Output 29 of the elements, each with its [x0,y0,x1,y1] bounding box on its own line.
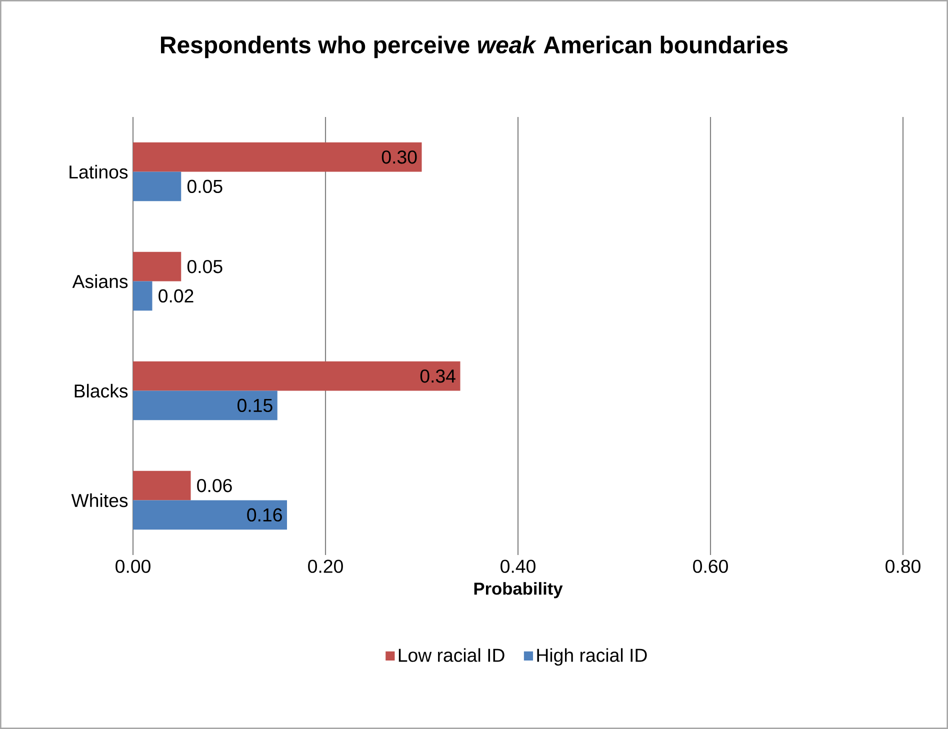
y-tick-label: Blacks [74,384,128,398]
x-tick-label: 0.40 [500,560,536,573]
bar [133,252,182,282]
data-label: 0.30 [382,150,417,164]
legend-label: High racial ID [537,648,647,666]
bar [133,361,460,391]
y-tick-label: Asians [72,274,128,288]
data-label: 0.02 [158,289,194,303]
bar [133,172,182,202]
bar [133,470,191,500]
x-axis-title: Probability [474,582,563,598]
data-label: 0.05 [187,260,222,274]
data-label: 0.05 [187,180,222,194]
legend-label: Low racial ID [398,648,504,662]
data-label: 0.06 [197,478,232,492]
bar [133,500,288,530]
x-tick-label: 0.20 [308,560,343,573]
bar [133,281,152,311]
data-label: 0.15 [238,398,272,412]
chart-title: Respondents who perceive weak American boundaries [161,36,788,58]
y-tick-label: Whites [71,493,128,508]
x-tick-label: 0.80 [886,560,920,573]
bar [133,390,278,420]
data-label: 0.16 [247,508,282,522]
x-tick-label: 0.60 [693,560,728,573]
data-label: 0.34 [420,369,456,383]
x-tick-label: 0.00 [116,560,150,573]
y-tick-label: Latinos [70,164,128,179]
bar [133,142,422,172]
